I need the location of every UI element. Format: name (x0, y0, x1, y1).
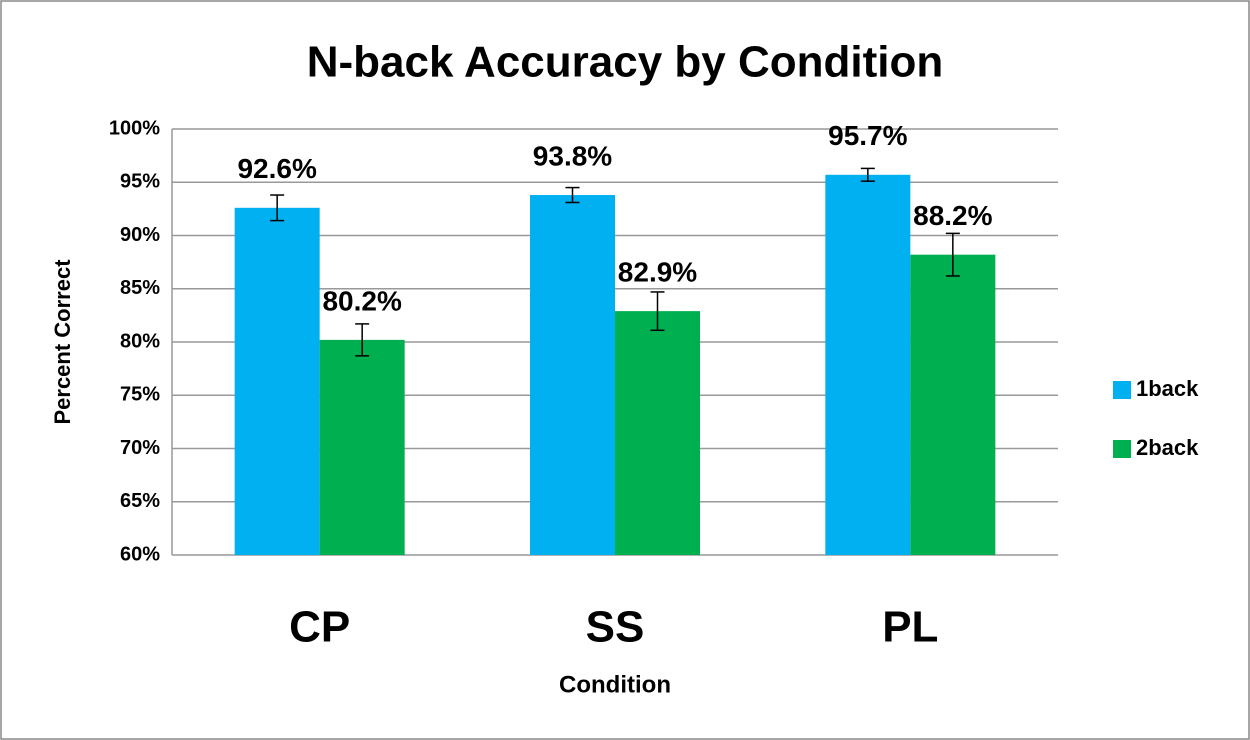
y-tick-label: 70% (120, 437, 160, 459)
y-tick-label: 100% (109, 117, 160, 139)
y-tick-label: 75% (120, 384, 160, 406)
value-label: 92.6% (237, 153, 316, 184)
bar (319, 339, 405, 555)
bar (615, 311, 700, 555)
chart-title: N-back Accuracy by Condition (307, 38, 944, 87)
y-tick-label: 65% (120, 490, 160, 512)
y-tick-label: 85% (120, 277, 160, 299)
legend-label: 2back (1136, 435, 1199, 460)
x-axis-label: Condition (559, 671, 671, 698)
y-axis-label: Percent Correct (50, 259, 75, 425)
legend-swatch (1113, 381, 1131, 399)
value-label: 95.7% (828, 120, 907, 151)
value-label: 82.9% (618, 257, 697, 288)
bar (530, 195, 615, 555)
y-tick-label: 95% (120, 171, 160, 193)
y-tick-label: 80% (120, 330, 160, 352)
legend-label: 1back (1136, 376, 1199, 401)
x-tick-label: SS (586, 603, 645, 652)
value-label: 80.2% (322, 285, 401, 316)
legend-swatch (1113, 440, 1131, 458)
value-label: 88.2% (913, 200, 992, 231)
x-tick-label: CP (289, 603, 350, 652)
bar (234, 207, 320, 555)
y-tick-label: 60% (120, 543, 160, 565)
bar (910, 254, 996, 556)
x-tick-label: PL (882, 603, 938, 652)
y-tick-label: 90% (120, 224, 160, 246)
value-label: 93.8% (533, 140, 612, 171)
bar (825, 174, 911, 556)
